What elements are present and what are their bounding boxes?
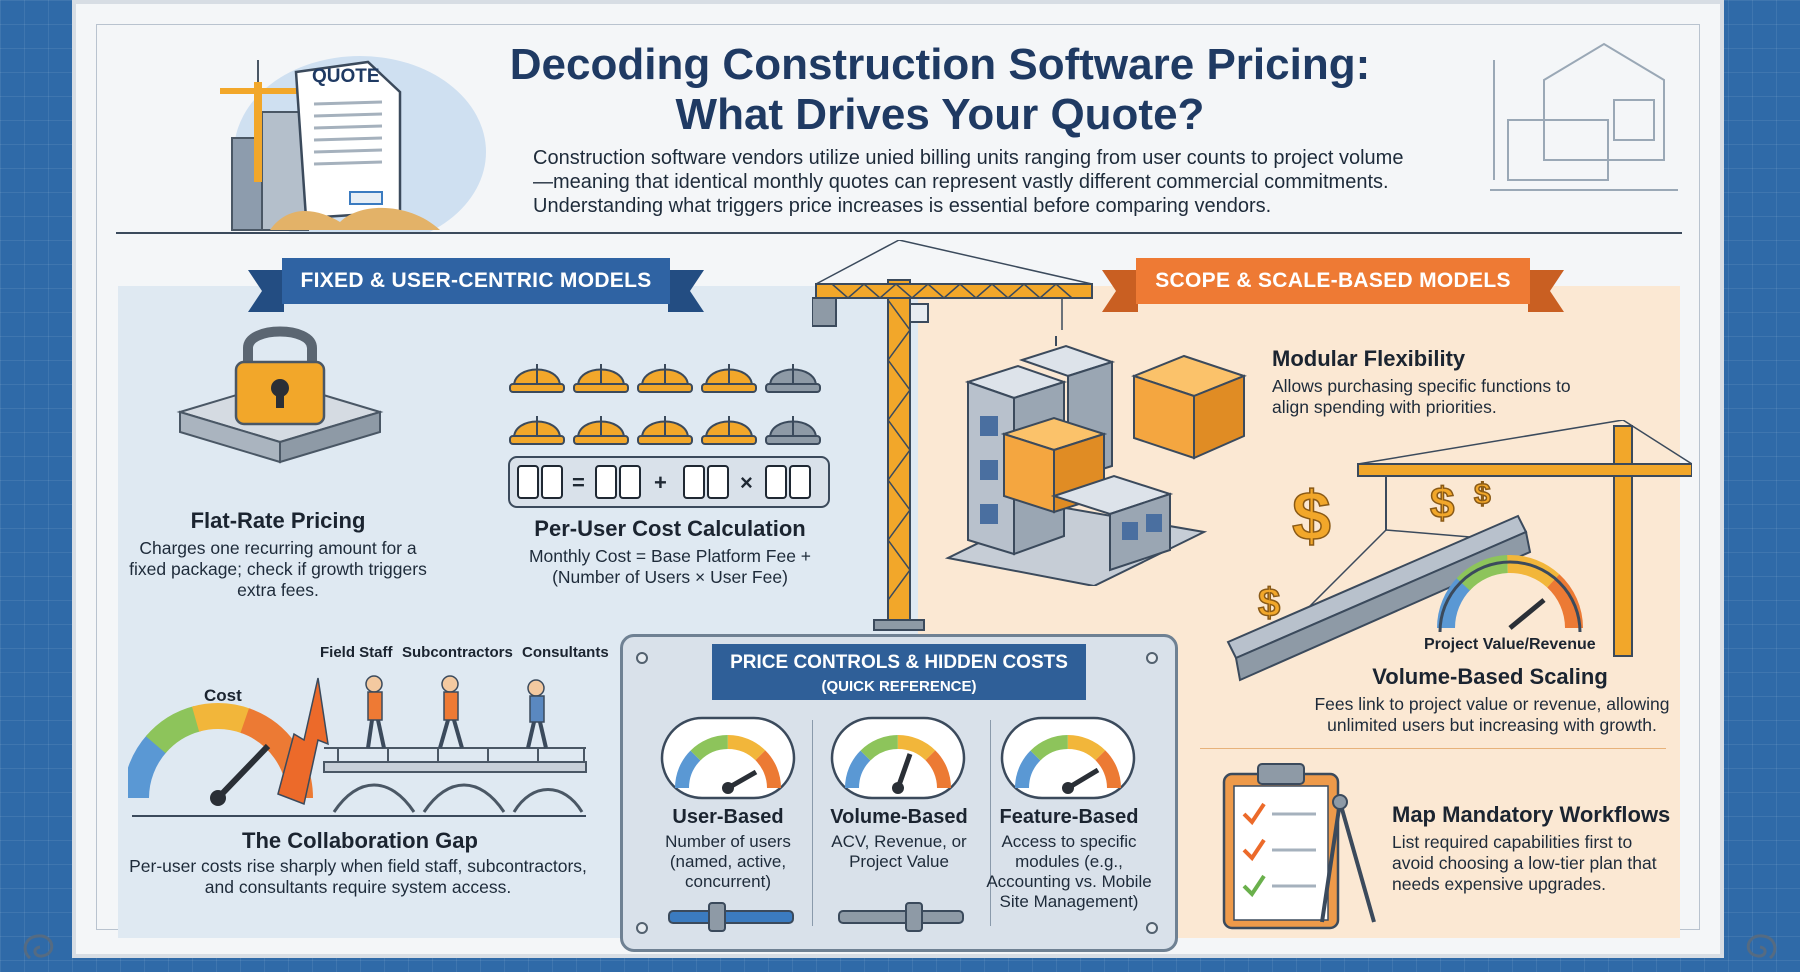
banner-fixed-user-models: FIXED & USER-CENTRIC MODELS xyxy=(282,258,670,304)
hard-hat-icon xyxy=(509,364,565,393)
right-section-divider xyxy=(1200,748,1666,749)
modular-blocks-icon xyxy=(944,336,1247,586)
label-subcontractors: Subcontractors xyxy=(402,644,513,661)
collab-gap-desc: Per-user costs rise sharply when field s… xyxy=(129,856,587,897)
workflows-title: Map Mandatory Workflows xyxy=(1392,802,1671,827)
column-divider xyxy=(990,720,991,926)
hard-hat-icon xyxy=(637,364,693,393)
quote-illustration: QUOTE xyxy=(220,56,486,232)
price-controls-header: PRICE CONTROLS & HIDDEN COSTS (QUICK REF… xyxy=(712,644,1086,700)
user-based-desc: Number of users (named, active, concurre… xyxy=(665,832,791,891)
hard-hat-icon xyxy=(701,416,757,445)
helmets-group xyxy=(508,352,828,452)
column-divider xyxy=(812,720,813,926)
worker-figures xyxy=(365,675,548,749)
padlock-icon xyxy=(176,326,384,464)
scroll-curl-right-icon xyxy=(1746,934,1777,960)
svg-text:$: $ xyxy=(1474,478,1491,511)
banner-right-tail-icon xyxy=(1102,270,1138,312)
svg-text:×: × xyxy=(740,470,753,495)
price-controls-subtitle: (QUICK REFERENCE) xyxy=(821,678,977,695)
slider-knob[interactable] xyxy=(905,902,923,932)
flat-rate-desc: Charges one recurring amount for a fixed… xyxy=(129,538,427,600)
volume-based-title: Volume-Based xyxy=(830,806,968,828)
per-user-title: Per-User Cost Calculation xyxy=(534,516,806,541)
title-line-2: What Drives Your Quote? xyxy=(675,90,1205,139)
blueprint-drawing xyxy=(1490,42,1678,191)
volume-title: Volume-Based Scaling xyxy=(1372,664,1608,689)
banner-left-tail-icon xyxy=(248,270,284,312)
rivet-icon xyxy=(636,652,648,664)
collab-gap-title: The Collaboration Gap xyxy=(242,828,478,853)
hard-hat-icon xyxy=(637,416,693,445)
hard-hat-icon xyxy=(509,416,565,445)
hard-hat-icon xyxy=(765,416,821,445)
workflows-desc: List required capabilities first to avoi… xyxy=(1392,832,1657,894)
svg-text:$: $ xyxy=(1430,479,1454,528)
per-user-desc: Monthly Cost = Base Platform Fee + (Numb… xyxy=(528,546,812,587)
volume-desc: Fees link to project value or revenue, a… xyxy=(1314,694,1670,735)
flat-rate-title: Flat-Rate Pricing xyxy=(190,508,366,533)
volume-based-slider[interactable] xyxy=(838,902,964,932)
label-consultants: Consultants xyxy=(522,644,609,661)
label-cost: Cost xyxy=(204,686,242,705)
modular-title: Modular Flexibility xyxy=(1272,346,1466,371)
svg-text:=: = xyxy=(572,470,585,495)
hard-hat-icon xyxy=(573,364,629,393)
clipboard-checklist-icon xyxy=(1222,763,1376,930)
label-field-staff: Field Staff xyxy=(320,644,393,661)
svg-text:+: + xyxy=(654,470,667,495)
banner-left-tail-right-icon xyxy=(668,270,704,312)
volume-crane-beam-illustration: $ $ $ $ xyxy=(1226,420,1692,682)
collaboration-gap-illustration xyxy=(128,675,587,817)
user-based-gauge-icon xyxy=(660,716,796,800)
modular-desc: Allows purchasing specific functions to … xyxy=(1272,376,1571,417)
svg-text:$: $ xyxy=(1292,477,1331,555)
project-value-gauge-label: Project Value/Revenue xyxy=(1424,636,1596,653)
rivet-icon xyxy=(1146,652,1158,664)
feature-based-gauge-icon xyxy=(1000,716,1136,800)
volume-based-desc: ACV, Revenue, or Project Value xyxy=(831,832,967,871)
title-line-1: Decoding Construction Software Pricing: xyxy=(509,40,1371,89)
hard-hat-icon xyxy=(765,364,821,393)
scroll-curl-left-icon xyxy=(23,934,54,960)
intro-text: Construction software vendors utilize un… xyxy=(533,147,1404,217)
rivet-icon xyxy=(1146,922,1158,934)
banner-right-tail-right-icon xyxy=(1528,270,1564,312)
volume-based-gauge-icon xyxy=(830,716,966,800)
user-counter-display: = + × xyxy=(508,456,830,508)
page-title: Decoding Construction Software Pricing: … xyxy=(460,40,1420,140)
user-based-title: User-Based xyxy=(672,806,784,828)
banner-scope-scale-models: SCOPE & SCALE-BASED MODELS xyxy=(1136,258,1530,304)
hard-hat-icon xyxy=(701,364,757,393)
slider-knob[interactable] xyxy=(708,902,726,932)
quote-label: QUOTE xyxy=(312,66,380,87)
hard-hat-icon xyxy=(573,416,629,445)
rivet-icon xyxy=(636,922,648,934)
user-based-slider[interactable] xyxy=(668,902,794,932)
feature-based-desc: Access to specific modules (e.g., Accoun… xyxy=(986,832,1152,911)
header-divider xyxy=(116,232,1682,234)
feature-based-title: Feature-Based xyxy=(999,806,1139,828)
tower-crane-icon xyxy=(812,240,1093,631)
svg-text:$: $ xyxy=(1258,581,1280,625)
price-controls-title: PRICE CONTROLS & HIDDEN COSTS xyxy=(730,652,1068,673)
